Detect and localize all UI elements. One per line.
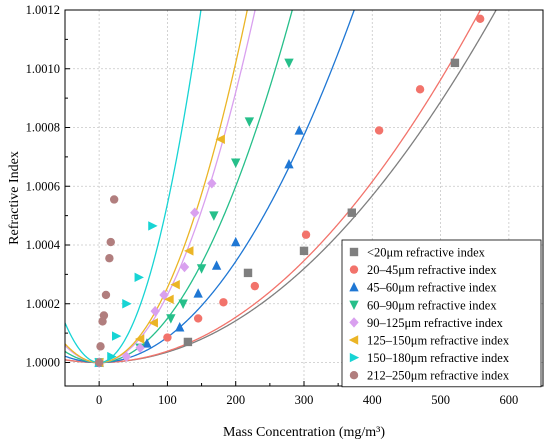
data-point: [94, 358, 104, 367]
data-point: [231, 158, 241, 168]
data-point: [196, 264, 207, 274]
data-point: [211, 260, 222, 270]
data-point: [148, 221, 158, 231]
legend-marker: [349, 317, 359, 328]
legend-label: <20μm refractive index: [367, 246, 486, 260]
legend-marker: [348, 335, 359, 345]
legend-label: 60–90μm refractive index: [367, 298, 497, 312]
x-tick-label: 600: [499, 393, 518, 407]
legend-marker: [349, 371, 359, 380]
data-point: [215, 134, 225, 144]
data-point: [142, 338, 152, 348]
data-point: [163, 333, 172, 342]
data-point: [244, 117, 255, 127]
data-point: [243, 268, 253, 278]
data-point: [121, 351, 132, 362]
data-point: [99, 311, 109, 320]
x-tick-label: 300: [295, 393, 314, 407]
data-point: [209, 211, 219, 221]
legend: <20μm refractive index 20–45μm refractive…: [341, 239, 542, 388]
data-point: [415, 85, 425, 94]
legend-label: 20–45μm refractive index: [367, 263, 497, 277]
legend-marker: [349, 282, 359, 292]
y-tick-label: 1.0004: [26, 238, 61, 252]
y-axis-title: Refractive Index: [7, 151, 22, 245]
data-point: [164, 294, 174, 305]
data-point: [299, 246, 309, 256]
data-point: [219, 298, 228, 307]
data-point: [193, 288, 203, 298]
data-point: [231, 236, 241, 247]
y-tick-label: 1.0002: [26, 297, 60, 311]
data-point: [135, 342, 145, 354]
data-point: [101, 290, 111, 300]
data-point: [105, 254, 114, 263]
data-point: [122, 299, 132, 309]
legend-label: 45–60μm refractive index: [367, 281, 497, 295]
legend-marker: [349, 265, 359, 274]
axis-ticks: 0 100 200 300 400 500 600 1.0000 1.0002 1.0004 1.0…: [26, 3, 544, 407]
data-point: [148, 318, 158, 328]
data-point: [179, 261, 190, 273]
y-tick-label: 1.0006: [26, 179, 60, 193]
data-point: [107, 351, 117, 362]
x-tick-label: 100: [158, 393, 177, 407]
data-point: [193, 314, 203, 323]
data-point: [250, 281, 260, 291]
y-tick-label: 1.0010: [26, 62, 60, 76]
y-tick-label: 1.0008: [26, 121, 60, 135]
data-point: [450, 58, 460, 68]
data-point: [96, 342, 105, 351]
x-tick-label: 200: [226, 393, 245, 407]
data-point: [294, 125, 304, 135]
x-axis-title: Mass Concentration (mg/m³): [223, 425, 385, 440]
fit-curve: [65, 10, 202, 364]
y-tick-label: 1.0012: [26, 3, 60, 17]
legend-label: 212–250μm refractive index: [367, 369, 510, 383]
x-tick-label: 400: [363, 393, 382, 407]
data-point: [475, 14, 485, 24]
data-point: [347, 208, 356, 217]
fit-curve: [65, 10, 482, 364]
data-point: [190, 207, 200, 218]
legend-label: 150–180μm refractive index: [367, 351, 510, 365]
data-points: [93, 14, 485, 368]
data-point: [374, 126, 384, 135]
data-point: [159, 289, 169, 301]
data-point: [109, 195, 119, 204]
data-point: [284, 159, 294, 169]
data-point: [112, 331, 122, 341]
data-point: [178, 299, 188, 309]
data-point: [184, 246, 194, 256]
legend-label: 90–125μm refractive index: [367, 316, 504, 330]
x-tick-label: 500: [431, 393, 450, 407]
fit-curve: [65, 10, 355, 364]
legend-marker: [349, 247, 359, 257]
data-point: [166, 314, 176, 324]
legend-label: 125–150μm refractive index: [367, 334, 510, 348]
data-point: [170, 279, 180, 290]
data-point: [106, 237, 115, 247]
data-point: [150, 305, 160, 317]
data-point: [134, 272, 144, 283]
legend-marker: [349, 352, 360, 363]
data-point: [134, 334, 145, 344]
legend-marker: [349, 300, 359, 310]
data-point: [301, 230, 311, 239]
data-point: [207, 178, 217, 189]
y-tick-label: 1.0000: [26, 356, 60, 370]
data-point: [175, 322, 185, 332]
legend-box: [341, 239, 542, 388]
data-point: [284, 58, 294, 69]
data-point: [183, 337, 193, 347]
x-tick-label: 0: [96, 393, 102, 407]
